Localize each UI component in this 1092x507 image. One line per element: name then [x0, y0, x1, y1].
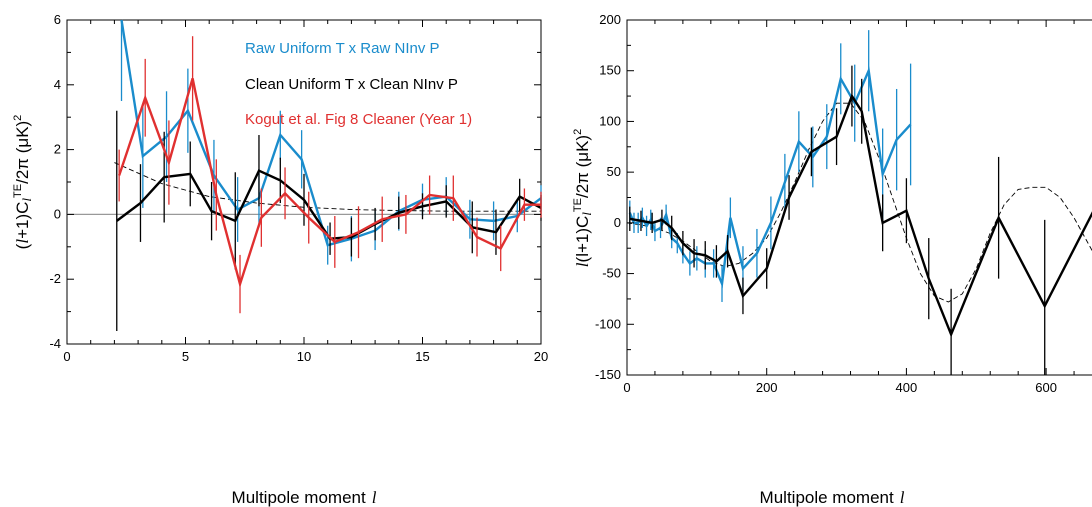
model-curve-group: [626, 102, 1092, 303]
y-axis-title: (l+1)ClTE/2π (μK)2: [12, 115, 34, 250]
y-axis-title-superscript: 2: [572, 129, 584, 135]
y-axis-title-superscript: 2: [12, 115, 24, 121]
y-axis-title-subscript: l: [19, 198, 34, 202]
x-tick-label: 600: [1035, 380, 1057, 395]
y-tick-label: -2: [49, 271, 61, 286]
y-tick-label: 200: [599, 12, 621, 27]
y-tick-label: 2: [54, 142, 61, 157]
legend: Raw Uniform T x Raw NInv P Clean Uniform…: [245, 40, 472, 128]
y-tick-label: -100: [595, 316, 621, 331]
model-curve-group: [114, 162, 541, 212]
y-axis-title-superscript: TE: [572, 198, 584, 212]
chart-left: 0 5 10 15 20 -4 -2 0 2 4 6 Raw Uniform T x Raw NIn…: [12, 12, 548, 507]
model-curve: [114, 162, 541, 212]
x-tick-label: 20: [534, 349, 548, 364]
series-black: [629, 65, 1092, 375]
x-tick-label: 15: [415, 349, 429, 364]
y-tick-label: 0: [614, 215, 621, 230]
x-axis-title-symbol: l: [372, 488, 377, 507]
series-line: [120, 19, 542, 247]
y-tick-label: 100: [599, 113, 621, 128]
y-tick-label: -4: [49, 336, 61, 351]
y-axis-title-superscript: TE: [12, 184, 24, 198]
series-line: [118, 77, 541, 289]
y-axis-title-subscript: l: [579, 212, 594, 216]
plot-frame: [626, 19, 1092, 376]
chart-right: 0 200 400 600 -150 -100 -50 0 50 100 150 200 Multip…: [572, 12, 1092, 507]
y-axis-title-part: (l+1)C: [573, 216, 592, 263]
y-axis-title-symbol: l: [13, 239, 32, 244]
x-axis-title: Multipole moment l: [760, 488, 905, 507]
axis-ticks: 0 200 400 600 -150 -100 -50 0 50 100 150 200: [595, 12, 1075, 395]
x-axis-title-text: Multipole moment: [232, 488, 366, 507]
legend-item-clean: Clean Uniform T x Clean NInv P: [245, 76, 458, 93]
y-axis-title-part: +1)C: [13, 202, 32, 239]
axis-ticks: 0 5 10 15 20 -4 -2 0 2 4 6: [49, 12, 548, 364]
y-tick-label: 150: [599, 63, 621, 78]
y-tick-label: -150: [595, 367, 621, 382]
y-tick-label: 4: [54, 77, 61, 92]
x-tick-label: 0: [63, 349, 70, 364]
y-tick-label: 50: [607, 164, 621, 179]
x-tick-label: 10: [297, 349, 311, 364]
y-axis-title: l(l+1)ClTE/2π (μK)2: [572, 129, 594, 267]
y-axis-title-symbol: l: [573, 262, 592, 267]
series-line: [629, 93, 1092, 338]
series-group: [116, 19, 542, 332]
series-line: [628, 66, 912, 289]
y-tick-label: 0: [54, 206, 61, 221]
legend-item-kogut: Kogut et al. Fig 8 Cleaner (Year 1): [245, 111, 472, 128]
x-axis-title-text: Multipole moment: [760, 488, 894, 507]
x-tick-label: 5: [182, 349, 189, 364]
y-axis-title-part: /2π (μK): [573, 135, 592, 198]
series-red: [118, 36, 542, 314]
x-axis-title-symbol: l: [900, 488, 905, 507]
y-axis-title-part: /2π (μK): [13, 121, 32, 184]
legend-item-raw: Raw Uniform T x Raw NInv P: [245, 40, 440, 57]
x-axis-title: Multipole moment l: [232, 488, 377, 507]
y-axis-title-part: (: [13, 243, 32, 249]
series-group: [628, 30, 1092, 375]
model-curve: [626, 102, 1092, 303]
x-tick-label: 400: [896, 380, 918, 395]
x-tick-label: 0: [623, 380, 630, 395]
x-tick-label: 200: [756, 380, 778, 395]
y-tick-label: -50: [602, 266, 621, 281]
y-tick-label: 6: [54, 12, 61, 27]
